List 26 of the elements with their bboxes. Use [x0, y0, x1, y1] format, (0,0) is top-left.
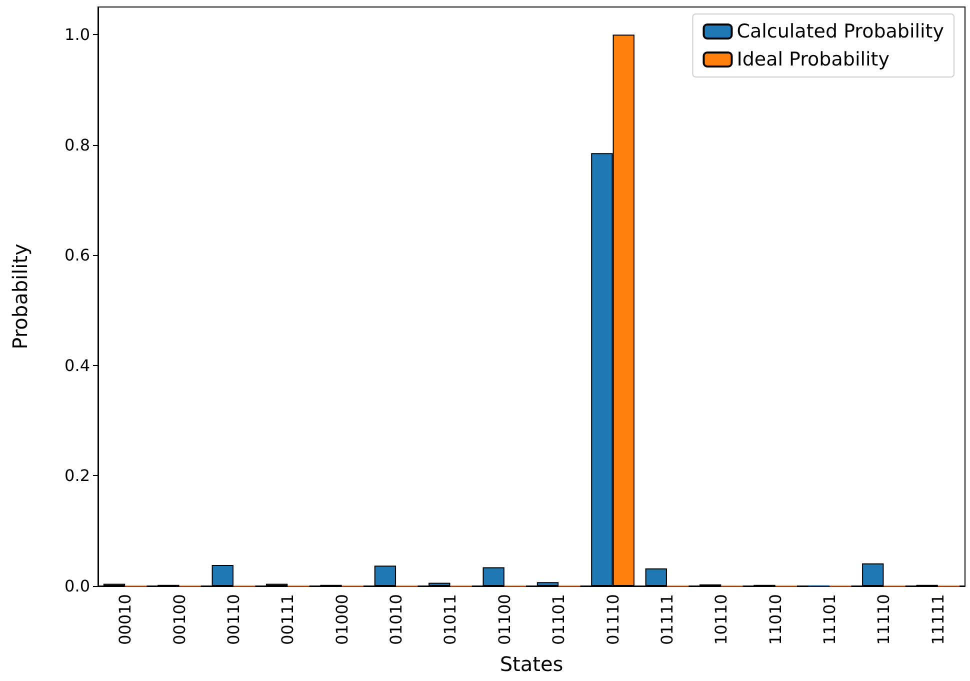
- x-tick-label: 11101: [820, 594, 840, 645]
- x-tick-label: 00111: [278, 594, 298, 645]
- x-tick-label: 11110: [874, 594, 894, 645]
- x-tick-label: 01011: [440, 594, 460, 645]
- y-axis-title: Probability: [8, 243, 32, 350]
- x-axis-title: States: [500, 652, 564, 676]
- x-tick-label: 01100: [494, 594, 514, 645]
- y-tick-label: 0.8: [64, 135, 90, 154]
- x-tick-label: 00110: [224, 594, 243, 645]
- x-tick-label: 00100: [170, 594, 189, 645]
- x-tick-label: 11111: [928, 594, 948, 645]
- y-tick-label: 0.0: [64, 576, 90, 596]
- y-tick-label: 1.0: [64, 25, 90, 44]
- x-tick-label: 01101: [549, 594, 568, 645]
- x-tick-label: 01111: [657, 594, 676, 645]
- x-tick-label: 11010: [766, 594, 785, 645]
- x-tick-label: 01000: [332, 594, 352, 645]
- legend-label: Calculated Probability: [736, 20, 944, 42]
- x-tick-label: 00010: [116, 594, 135, 645]
- x-tick-label: 01110: [603, 594, 622, 645]
- legend-label: Ideal Probability: [736, 48, 890, 70]
- x-tick-label: 01010: [386, 594, 406, 645]
- y-tick-label: 0.4: [64, 356, 90, 375]
- x-tick-label: 10110: [712, 594, 731, 645]
- y-tick-label: 0.6: [64, 246, 90, 265]
- y-tick-label: 0.2: [64, 466, 90, 486]
